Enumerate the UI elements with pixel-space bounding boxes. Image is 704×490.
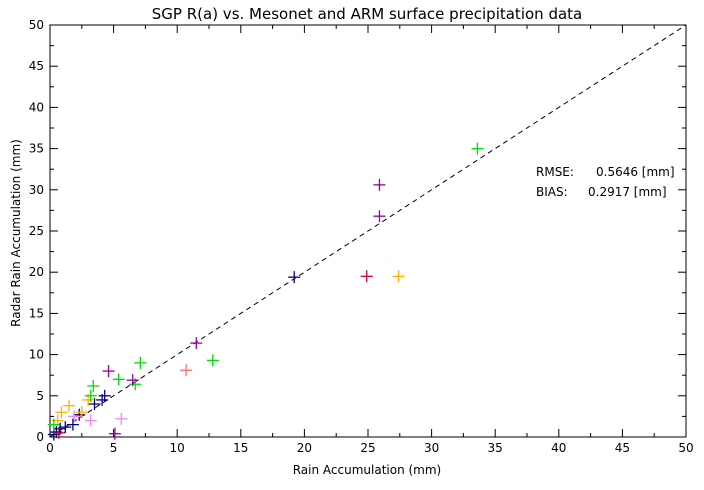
data-points bbox=[47, 142, 484, 441]
rmse-value: 0.5646 [mm] bbox=[596, 165, 675, 179]
data-point bbox=[55, 406, 68, 419]
y-tick-label: 40 bbox=[29, 100, 44, 114]
data-point bbox=[47, 418, 60, 431]
data-point bbox=[126, 374, 139, 387]
data-point bbox=[63, 399, 76, 412]
data-point bbox=[84, 389, 97, 402]
data-point bbox=[373, 210, 386, 223]
data-point bbox=[190, 337, 203, 350]
data-point bbox=[68, 410, 81, 423]
bias-label: BIAS: bbox=[536, 185, 568, 199]
data-point bbox=[52, 426, 65, 439]
data-point bbox=[75, 406, 88, 419]
x-tick-label: 35 bbox=[488, 441, 503, 455]
chart-title: SGP R(a) vs. Mesonet and ARM surface pre… bbox=[152, 5, 582, 23]
x-tick-label: 10 bbox=[170, 441, 185, 455]
y-axis-label: Radar Rain Accumulation (mm) bbox=[9, 139, 23, 327]
bias-value: 0.2917 [mm] bbox=[588, 185, 667, 199]
plot-area: 0 5 10 15 20 25 30 35 40 45 50 0 5 10 15 20 25 30 35 40 45 5… bbox=[29, 18, 694, 455]
data-point bbox=[98, 389, 111, 402]
x-tick-label: 40 bbox=[551, 441, 566, 455]
data-point bbox=[471, 142, 484, 155]
x-tick-label: 30 bbox=[424, 441, 439, 455]
data-point bbox=[66, 418, 79, 431]
data-point bbox=[112, 373, 125, 386]
data-point bbox=[288, 271, 301, 284]
x-tick-label: 0 bbox=[46, 441, 54, 455]
x-axis-ticks: 0 5 10 15 20 25 30 35 40 45 50 bbox=[46, 25, 694, 455]
x-tick-label: 45 bbox=[615, 441, 630, 455]
y-tick-label: 45 bbox=[29, 59, 44, 73]
data-point bbox=[392, 270, 405, 283]
rmse-label: RMSE: bbox=[536, 165, 574, 179]
x-axis-label: Rain Accumulation (mm) bbox=[293, 463, 442, 477]
data-point bbox=[87, 379, 100, 392]
data-point bbox=[206, 354, 219, 367]
data-point bbox=[102, 365, 115, 378]
data-point bbox=[59, 421, 72, 434]
x-tick-label: 20 bbox=[297, 441, 312, 455]
y-tick-label: 0 bbox=[36, 430, 44, 444]
y-tick-label: 25 bbox=[29, 224, 44, 238]
data-point bbox=[360, 270, 373, 283]
y-tick-label: 20 bbox=[29, 265, 44, 279]
x-tick-label: 50 bbox=[678, 441, 693, 455]
data-point bbox=[108, 427, 121, 440]
y-tick-label: 35 bbox=[29, 142, 44, 156]
x-tick-label: 25 bbox=[360, 441, 375, 455]
y-axis-ticks: 0 5 10 15 20 25 30 35 40 45 50 bbox=[29, 18, 686, 444]
data-point bbox=[115, 412, 128, 425]
data-point bbox=[180, 364, 193, 377]
data-point bbox=[373, 178, 386, 191]
x-tick-label: 15 bbox=[233, 441, 248, 455]
x-tick-label: 5 bbox=[110, 441, 118, 455]
data-point bbox=[134, 356, 147, 369]
y-tick-label: 50 bbox=[29, 18, 44, 32]
data-point bbox=[73, 408, 86, 421]
data-point bbox=[88, 398, 101, 411]
y-tick-label: 10 bbox=[29, 348, 44, 362]
y-tick-label: 15 bbox=[29, 306, 44, 320]
y-tick-label: 5 bbox=[36, 389, 44, 403]
data-point bbox=[84, 414, 97, 427]
y-tick-label: 30 bbox=[29, 183, 44, 197]
one-to-one-reference-line bbox=[49, 24, 687, 438]
statistics-box: RMSE: 0.5646 [mm] BIAS: 0.2917 [mm] bbox=[536, 165, 675, 199]
